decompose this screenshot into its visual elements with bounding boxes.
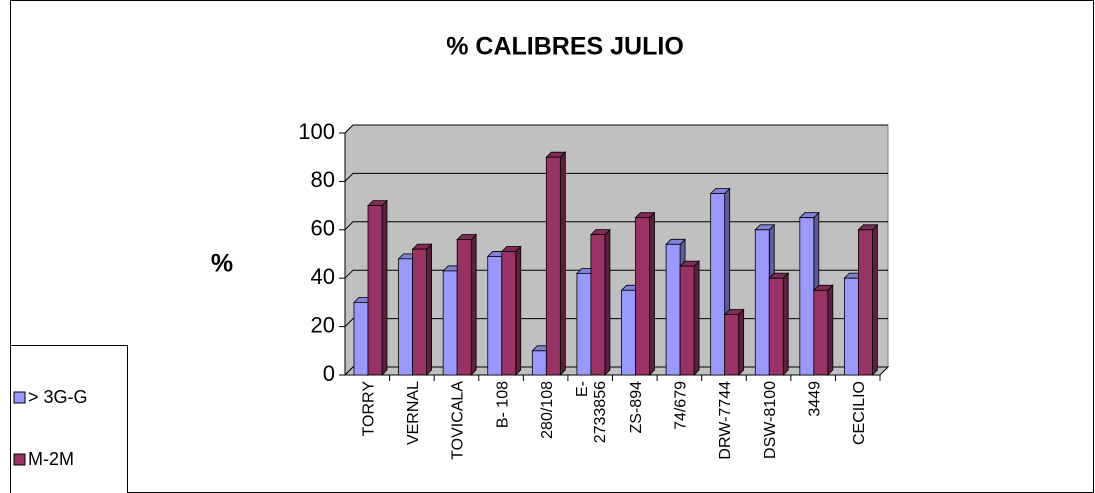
grid-line [344,221,888,231]
legend-swatch [13,453,26,466]
bar [723,308,745,376]
x-tick-label: CECILIO [851,381,868,445]
bar-front [545,156,561,376]
bar-front [768,277,784,376]
bar-side [381,199,388,376]
bar-front [813,289,829,376]
bar-front [442,270,458,376]
grid-line [344,124,888,134]
y-tick-label: 100 [298,119,335,144]
bar-front [456,239,472,376]
x-tick-label: 3449 [806,381,823,417]
x-tick-label: VERNAL [405,381,422,445]
bar-front [531,350,547,376]
bar [589,228,611,376]
y-tick-label: 80 [311,167,335,192]
bar-side [827,284,834,376]
bar-front [621,289,636,376]
bar-front [501,251,517,376]
x-tick-label: E-2733856 [574,381,609,443]
bar-side [470,233,477,376]
bar [500,245,522,376]
bar-front [679,265,695,376]
y-tick-label: 0 [323,361,335,386]
grid-line [344,318,888,327]
x-tick-label: ZS-894 [628,381,645,434]
bar-front [487,256,503,376]
bar-front [724,314,740,376]
bar-side [515,245,522,376]
grid-line [344,366,888,376]
legend-swatch [13,391,26,404]
legend-label: > 3G-G [28,387,88,407]
bar-side [559,151,566,376]
bar-side [649,211,655,376]
legend-label: M-2M [28,449,74,469]
bar [367,199,388,376]
bar-front [710,193,726,376]
y-tick-label: 60 [311,216,335,241]
bar-front [367,205,383,376]
bar-front [590,234,606,376]
x-tick-label: 74/679 [673,381,690,430]
x-tick-label: DRW-7744 [717,381,734,460]
bar-front [799,217,815,376]
bar-front [635,217,650,376]
bar-front [844,277,859,376]
bar-front [412,248,427,376]
y-tick-label: 20 [311,312,335,337]
bar [857,223,879,376]
bar [545,151,567,376]
bar [634,211,656,376]
bar [768,272,790,376]
bar-front [754,229,770,376]
bar-side [693,260,700,376]
y-tick-label: 40 [311,264,335,289]
legend [10,345,128,493]
bar [411,243,433,376]
x-tick-label: TORRY [361,381,378,437]
bar-front [398,258,413,376]
chart-title: % CALIBRES JULIO [446,33,684,61]
bar-front [576,272,592,376]
bar-side [426,243,432,376]
bar-side [782,272,789,376]
x-tick-label: TOVICALA [450,381,467,460]
x-tick-label: B- 108 [494,381,511,428]
bar-front [353,301,369,376]
bar [456,233,478,376]
x-tick-label: 280/108 [539,381,556,439]
grid-line [344,269,888,279]
bar-side [604,228,611,376]
bar [679,260,701,376]
y-axis-label: % [211,250,233,278]
grid-line [344,172,888,182]
bar [812,284,834,376]
bar-front [665,243,681,376]
x-tick-label: DSW-8100 [762,381,779,459]
bar-side [872,223,878,376]
bar-front [858,229,873,376]
bar-side [738,308,745,376]
